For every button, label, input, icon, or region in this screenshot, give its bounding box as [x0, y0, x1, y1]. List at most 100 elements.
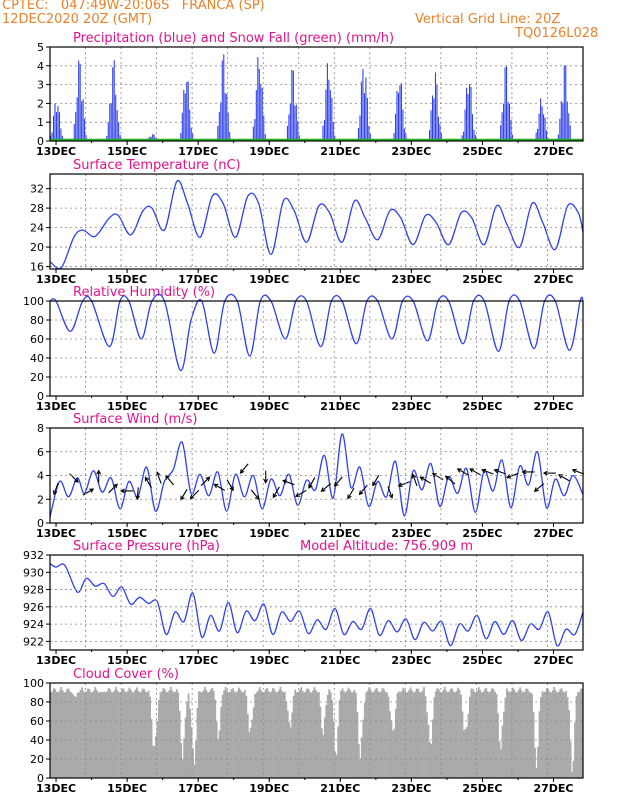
- cloud-bar: [137, 690, 140, 778]
- wind-arrow-shaft: [200, 476, 210, 487]
- precip-bar: [78, 60, 80, 141]
- precip-bar: [106, 135, 108, 141]
- cloud-bar: [313, 687, 316, 778]
- cloud-bar: [363, 702, 366, 778]
- temp-ytick-label: 28: [30, 202, 44, 215]
- wind-ytick-label: 6: [37, 446, 44, 459]
- cloud-bar: [246, 713, 249, 778]
- cloud-bar: [312, 690, 314, 778]
- cloud-bar: [174, 691, 177, 778]
- pressure-ytick-label: 924: [23, 618, 44, 631]
- cloud-bar: [63, 692, 66, 778]
- cloud-bar: [243, 689, 246, 778]
- cloud-bar: [186, 701, 188, 778]
- wind-arrow-head: [481, 468, 487, 474]
- wind-arrow: [542, 470, 556, 476]
- cloud-bar: [132, 692, 135, 778]
- wind-arrow-head: [358, 490, 364, 496]
- cloud-bar: [380, 691, 382, 778]
- wind-arrow: [533, 483, 545, 492]
- precip-bar: [430, 110, 432, 141]
- cloud-bar: [267, 691, 270, 778]
- cloud-bar: [523, 691, 526, 778]
- cloud-bar: [568, 709, 570, 778]
- cloud-bar: [540, 697, 542, 778]
- cloud-bar: [326, 694, 329, 778]
- precip-ytick-label: 5: [37, 41, 44, 54]
- precip-bar: [402, 109, 404, 141]
- cloud-bar: [236, 690, 239, 778]
- cloud-bar: [208, 692, 211, 778]
- cloud-bar: [215, 721, 218, 778]
- cloud-bar: [525, 688, 528, 778]
- cloud-bar: [279, 686, 282, 778]
- wind-xtick-label: 19DEC: [249, 527, 289, 540]
- cloud-bar: [397, 691, 400, 778]
- wind-arrow: [469, 468, 481, 476]
- cloud-bar: [196, 707, 199, 778]
- cloud-bar: [371, 692, 374, 778]
- cloud-bar: [519, 687, 522, 778]
- rh-xtick-label: 23DEC: [391, 400, 431, 413]
- cloud-bar: [331, 700, 334, 778]
- cloud-bar: [403, 689, 406, 778]
- cloud-bar: [190, 726, 193, 778]
- cloud-bar: [347, 687, 350, 778]
- cloud-bar: [384, 691, 387, 778]
- cloud-bar: [360, 737, 363, 778]
- precip-bar: [365, 77, 367, 141]
- cloud-bar: [156, 721, 159, 778]
- cloud-bar: [476, 690, 479, 778]
- precip-bar: [394, 113, 397, 141]
- cloud-bar: [116, 690, 119, 778]
- cloud-bar: [377, 691, 379, 778]
- cloud-bar: [220, 706, 223, 778]
- wind-arrow: [493, 468, 507, 475]
- wind-arrow-head: [542, 470, 548, 476]
- precip-bar: [560, 101, 562, 141]
- cloud-bar: [276, 692, 279, 778]
- wind-arrow-shaft: [469, 468, 481, 476]
- cloud-bar: [460, 694, 462, 778]
- precip-bar: [544, 117, 546, 141]
- wind-arrow-head: [320, 487, 326, 492]
- precip-bar: [291, 69, 293, 141]
- precip-bar: [153, 134, 155, 141]
- cloud-bar: [273, 689, 276, 778]
- cloud-bar: [297, 692, 300, 778]
- cloud-bar: [180, 742, 183, 778]
- cloud-bar: [263, 692, 265, 778]
- cloud-bar: [89, 691, 92, 778]
- cloud-bar: [221, 694, 224, 778]
- temp-xtick-label: 21DEC: [320, 273, 360, 286]
- precip-bar: [180, 132, 182, 141]
- cloud-bar: [507, 691, 510, 778]
- cloud-bar: [187, 693, 190, 778]
- cloud-bar: [92, 690, 95, 778]
- cloud-bar: [557, 691, 560, 778]
- wind-arrow: [397, 481, 411, 488]
- cloud-bar: [95, 690, 98, 778]
- precip-ytick-label: 1: [37, 116, 44, 129]
- wind-arrow-head: [135, 495, 140, 501]
- cloud-bar: [52, 688, 55, 778]
- cloud-title: Cloud Cover (%): [73, 667, 179, 682]
- cloud-bar: [338, 699, 341, 778]
- cloud-bar: [178, 711, 181, 778]
- cloud-bar: [147, 690, 150, 778]
- wind-arrow: [505, 472, 519, 479]
- cloud-bar: [535, 767, 538, 778]
- cloud-bar: [226, 690, 228, 778]
- precip-bar: [325, 89, 327, 141]
- rh-series-line: [49, 293, 584, 372]
- cloud-bar: [128, 687, 131, 778]
- precip-bar: [369, 133, 371, 141]
- cloud-bar: [426, 712, 428, 778]
- cloud-bar: [131, 692, 134, 778]
- cloud-bar: [181, 759, 184, 778]
- cloud-xtick-label: 19DEC: [249, 782, 289, 795]
- pressure-note: Model Altitude: 756.909 m: [300, 539, 473, 554]
- cloud-bar: [235, 692, 237, 778]
- precip-bar: [107, 121, 109, 141]
- cloud-bar: [448, 691, 451, 778]
